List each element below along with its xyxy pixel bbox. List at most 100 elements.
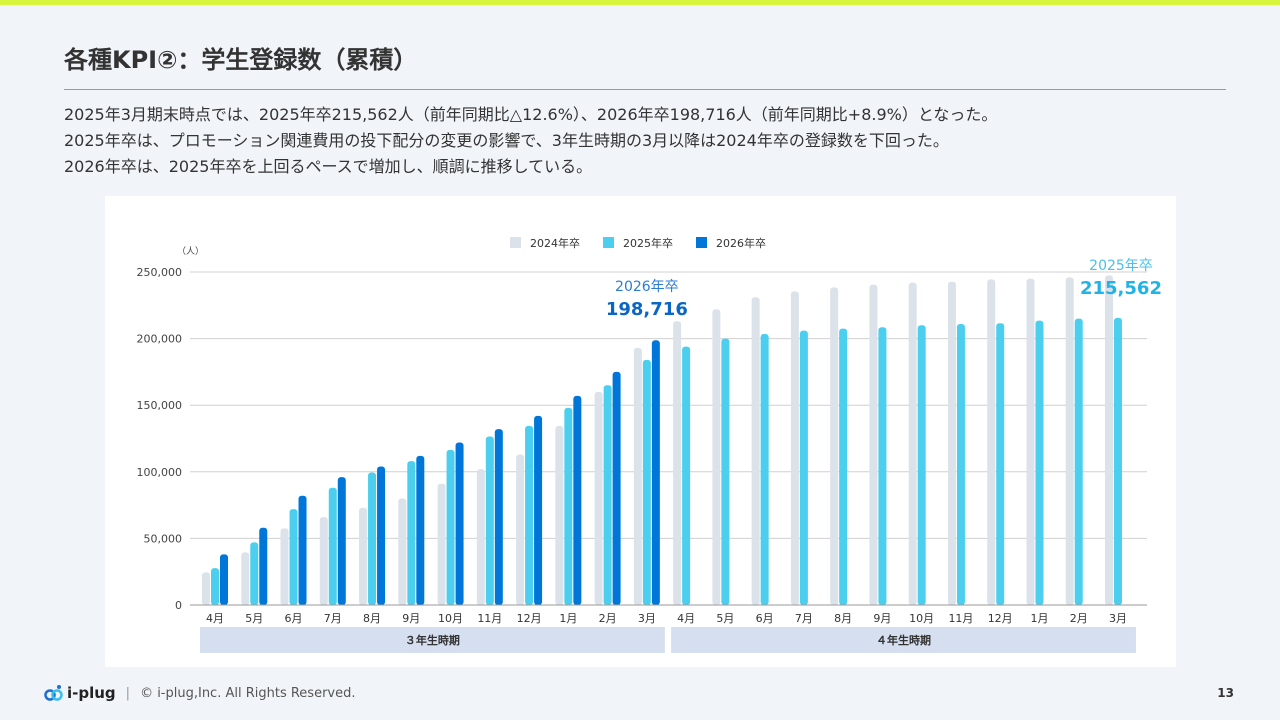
bar-2026年卒 (259, 527, 268, 605)
bar-2026年卒 (534, 415, 543, 605)
bar-2025年卒 (1035, 320, 1044, 605)
x-tick-label: 11月 (948, 612, 973, 625)
period-band (200, 627, 665, 653)
separator: | (125, 685, 131, 701)
bar-2025年卒 (682, 346, 691, 605)
x-tick-label: 2月 (1070, 612, 1088, 625)
y-axis-label: （人） (177, 246, 204, 257)
bar-2025年卒 (446, 449, 455, 605)
x-tick-label: 3月 (638, 612, 656, 625)
bar-2025年卒 (996, 323, 1005, 605)
x-tick-label: 6月 (756, 612, 774, 625)
bar-2025年卒 (289, 509, 298, 605)
y-tick-label: 250,000 (137, 266, 183, 279)
bar-2024年卒 (908, 282, 917, 605)
bar-2025年卒 (564, 407, 573, 605)
bar-2024年卒 (1104, 275, 1113, 605)
bar-2026年卒 (298, 495, 307, 605)
bar-2026年卒 (651, 340, 660, 605)
bar-2025年卒 (956, 323, 965, 605)
bar-2024年卒 (476, 469, 485, 605)
bar-chart: 0 50,000 100,000 150,000 200,000 250,000 （人） 4月… (137, 236, 1162, 653)
x-tick-label: 7月 (795, 612, 813, 625)
bar-2024年卒 (673, 321, 682, 605)
x-tick-label: 1月 (1030, 612, 1048, 625)
bar-2026年卒 (416, 455, 425, 605)
page-number: 13 (1217, 686, 1234, 700)
legend-label: 2025年卒 (623, 236, 673, 250)
bar-2026年卒 (377, 466, 386, 605)
description-line: 2026年卒は、2025年卒を上回るペースで増加し、順調に推移している。 (64, 157, 593, 176)
footer: i-plug | © i-plug,Inc. All Rights Reserv… (44, 684, 356, 702)
bar-2025年卒 (407, 461, 416, 605)
annotation-label: 2025年卒 (1089, 258, 1153, 274)
company-logo: i-plug (44, 684, 116, 702)
bar-2024年卒 (751, 297, 760, 605)
bar-2026年卒 (494, 429, 503, 605)
x-tick-label: 4月 (677, 612, 695, 625)
bar-2024年卒 (398, 498, 407, 605)
legend-swatch (696, 237, 707, 248)
page-title: 各種KPI②：学生登録数（累積） (64, 46, 418, 74)
bar-2025年卒 (799, 330, 808, 605)
period-band (671, 627, 1136, 653)
bar-2025年卒 (721, 338, 730, 605)
x-tick-label: 10月 (438, 612, 463, 625)
x-tick-label: 10月 (909, 612, 934, 625)
bar-2024年卒 (241, 552, 250, 605)
bar-2025年卒 (485, 436, 494, 605)
bar-2024年卒 (633, 347, 642, 605)
period-label: ３年生時期 (405, 633, 460, 647)
bar-2025年卒 (368, 472, 377, 605)
bar-2025年卒 (917, 325, 926, 605)
x-tick-label: 1月 (559, 612, 577, 625)
legend-label: 2026年卒 (716, 236, 766, 250)
description-line: 2025年3月期末時点では、2025年卒215,562人（前年同期比△12.6%… (64, 105, 998, 124)
bar-2025年卒 (250, 542, 259, 605)
x-tick-label: 9月 (873, 612, 891, 625)
bar-2025年卒 (603, 385, 612, 605)
bar-2026年卒 (455, 442, 464, 605)
bar-2024年卒 (516, 454, 525, 605)
chart-panel: 0 50,000 100,000 150,000 200,000 250,000 （人） 4月… (105, 196, 1176, 667)
legend-swatch (510, 237, 521, 248)
bar-2024年卒 (1026, 278, 1035, 605)
x-tick-label: 6月 (285, 612, 303, 625)
bar-2024年卒 (790, 291, 799, 605)
x-tick-label: 4月 (206, 612, 224, 625)
bar-2024年卒 (555, 425, 564, 605)
x-tick-label: 12月 (517, 612, 542, 625)
accent-bar (0, 0, 1280, 5)
bar-2024年卒 (437, 483, 446, 605)
annotation-value: 215,562 (1080, 278, 1162, 299)
annotation-label: 2026年卒 (615, 279, 679, 295)
legend-label: 2024年卒 (530, 236, 580, 250)
description-line: 2025年卒は、プロモーション関連費用の投下配分の変更の影響で、3年生時期の3月… (64, 131, 949, 150)
bar-2024年卒 (319, 517, 328, 605)
bar-2026年卒 (612, 371, 621, 605)
bar-2024年卒 (987, 279, 996, 605)
bar-2026年卒 (220, 554, 228, 605)
bar-2024年卒 (1065, 277, 1074, 605)
x-tick-label: 11月 (477, 612, 502, 625)
x-tick-label: 8月 (834, 612, 852, 625)
period-label: ４年生時期 (876, 633, 931, 647)
bar-2025年卒 (1113, 317, 1122, 605)
y-tick-label: 0 (175, 599, 182, 612)
bar-2024年卒 (280, 528, 289, 605)
x-tick-label: 8月 (363, 612, 381, 625)
bar-2024年卒 (712, 309, 721, 605)
bar-2024年卒 (830, 287, 839, 605)
logo-text: i-plug (67, 684, 116, 702)
bar-2025年卒 (328, 487, 337, 605)
bar-2025年卒 (878, 327, 887, 605)
y-tick-label: 50,000 (144, 532, 183, 545)
bar-2024年卒 (202, 572, 210, 605)
copyright: © i-plug,Inc. All Rights Reserved. (140, 685, 356, 701)
bar-2025年卒 (525, 425, 534, 605)
divider (64, 89, 1226, 90)
x-tick-label: 2月 (599, 612, 617, 625)
legend-swatch (603, 237, 614, 248)
bar-2025年卒 (642, 359, 651, 605)
bar-2026年卒 (573, 395, 582, 605)
